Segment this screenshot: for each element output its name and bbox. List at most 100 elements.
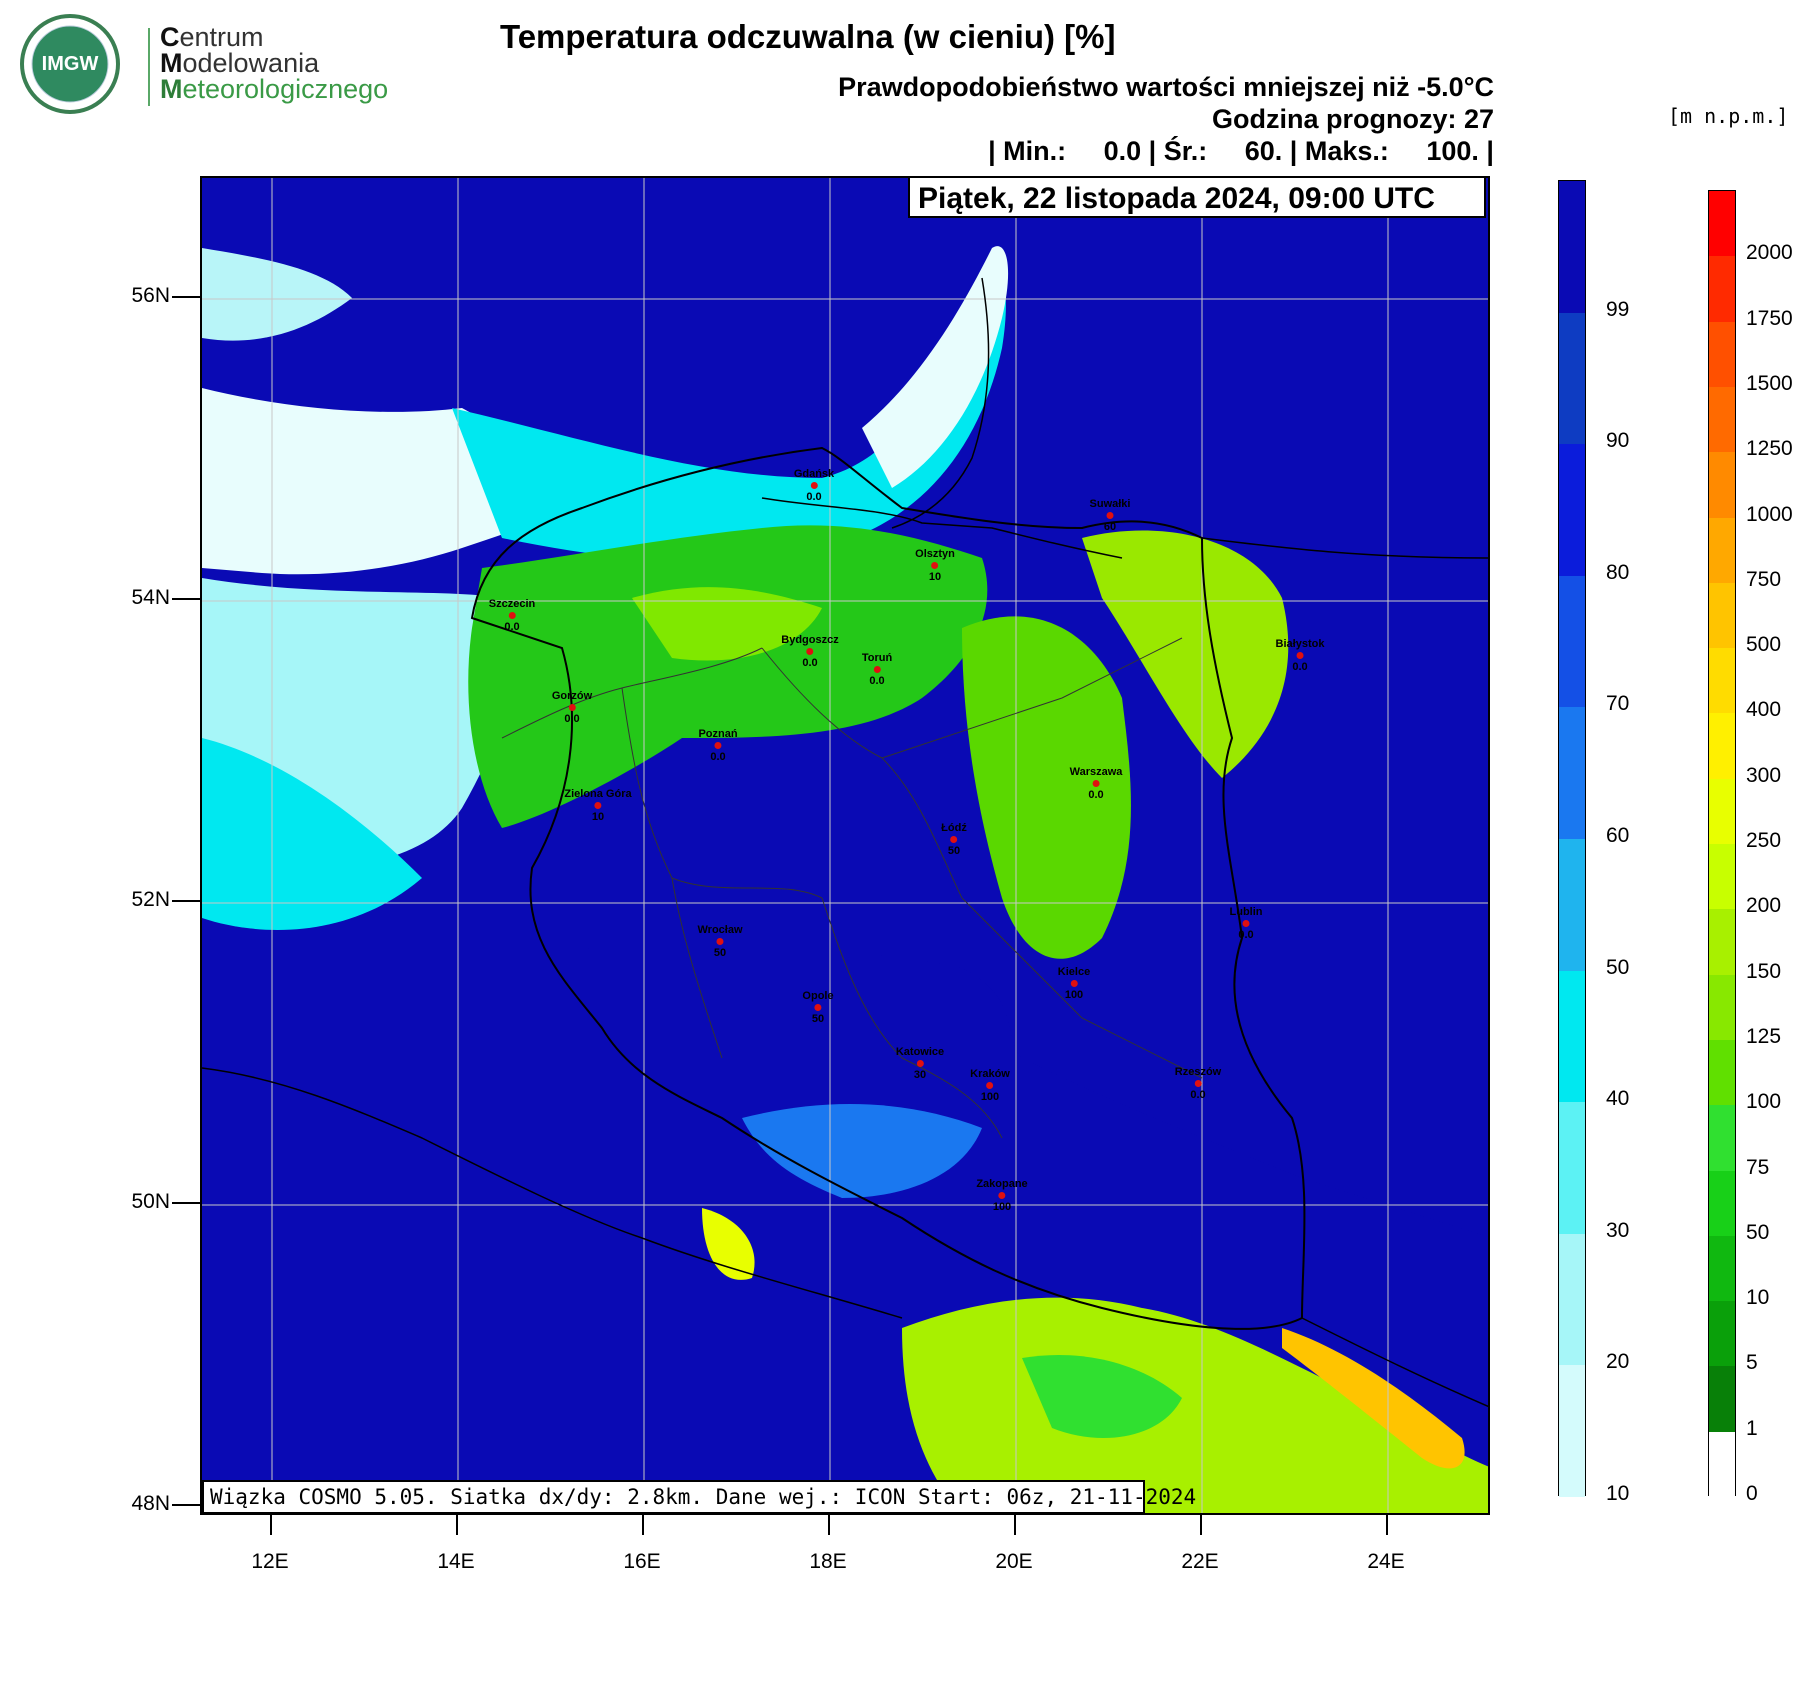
logo-line-3: Meteorologicznego (160, 74, 389, 104)
colorbar-label: 750 (1746, 567, 1782, 591)
blue-patch-central (742, 1104, 982, 1198)
lat-tick (172, 900, 200, 902)
colorbar-label: 20 (1606, 1350, 1630, 1374)
city-olsztyn[interactable]: Olsztyn 10 (915, 548, 955, 583)
lat-label: 54N (131, 586, 170, 609)
colorbar-segment (1709, 321, 1735, 388)
colorbar-label: 10 (1746, 1286, 1770, 1310)
city-zielona-gora[interactable]: Zielona Góra 10 (564, 788, 632, 823)
lon-tick (1200, 1515, 1202, 1535)
badge-text: IMGW (42, 53, 99, 75)
city-marker-icon (998, 1192, 1006, 1199)
colorbar-segment (1559, 839, 1585, 971)
probability-colorbar (1558, 180, 1586, 1498)
city-wroclaw[interactable]: Wrocław 50 (697, 924, 743, 959)
city-bialystok[interactable]: Białystok 0.0 (1275, 638, 1325, 673)
colorbar-segment (1709, 582, 1735, 649)
city-warszawa[interactable]: Warszawa 0.0 (1069, 766, 1123, 801)
czech-border (202, 1067, 903, 1319)
colorbar-segment (1559, 444, 1585, 577)
colorbar-label: 100 (1746, 1090, 1782, 1114)
colorbar-segment (1709, 713, 1735, 780)
lat-tick (172, 1202, 200, 1204)
city-poznan[interactable]: Poznań 0.0 (698, 728, 738, 763)
carpathians-orange (1282, 1328, 1465, 1469)
carpathians-green (1022, 1354, 1182, 1438)
stats-line: | Min.: 0.0 | Śr.: 60. | Maks.: 100. | (988, 136, 1494, 166)
logo-line-1: Centrum (160, 22, 264, 52)
lon-tick (270, 1515, 272, 1535)
colorbar-label: 50 (1606, 955, 1630, 979)
imgw-badge-icon: IMGW (20, 14, 120, 114)
hel-coast (891, 277, 990, 529)
colorbar-label: 1250 (1746, 437, 1793, 461)
city-krakow[interactable]: Kraków 100 (970, 1068, 1010, 1103)
colorbar-label: 10 (1606, 1482, 1630, 1505)
colorbar-label: 200 (1746, 894, 1782, 918)
colorbar-segment (1559, 970, 1585, 1103)
forecast-date: Piątek, 22 listopada 2024, 09:00 UTC (908, 176, 1486, 218)
colorbar-label: 125 (1746, 1024, 1782, 1048)
city-bydgoszcz[interactable]: Bydgoszcz 0.0 (781, 634, 839, 669)
colorbar-segment (1709, 191, 1735, 257)
colorbar-label: 5 (1746, 1351, 1758, 1375)
city-torun[interactable]: Toruń 0.0 (861, 652, 893, 687)
elevation-units: [m n.p.m.] (1668, 104, 1789, 128)
lon-label: 14E (437, 1550, 475, 1573)
pale-zone-north (202, 248, 352, 341)
colorbar-segment (1709, 1366, 1735, 1433)
pale-zone-baltic (202, 388, 642, 575)
colorbar-label: 250 (1746, 829, 1782, 852)
city-marker-icon (1242, 920, 1250, 927)
city-gdansk[interactable]: Gdańsk 0.0 (793, 468, 835, 503)
city-marker-icon (916, 1060, 924, 1067)
city-marker-icon (1296, 652, 1304, 659)
voivodeship-borders (501, 637, 1203, 1139)
colorbar-label: 50 (1746, 1220, 1770, 1244)
lon-tick (1014, 1515, 1016, 1535)
city-kielce[interactable]: Kielce 100 (1057, 966, 1091, 1001)
colorbar-segment (1709, 778, 1735, 845)
city-szczecin[interactable]: Szczecin 0.0 (488, 598, 536, 633)
city-marker-icon (508, 612, 516, 619)
colorbar-label: 1500 (1746, 371, 1793, 395)
lon-tick (828, 1515, 830, 1535)
colorbar-segment (1709, 1105, 1735, 1172)
city-gorzow[interactable]: Gorzów 0.0 (551, 690, 593, 725)
colorbar-segment (1709, 452, 1735, 519)
city-rzeszow[interactable]: Rzeszów 0.0 (1174, 1066, 1222, 1101)
subtitle: Prawdopodobieństwo wartości mniejszej ni… (838, 72, 1494, 102)
colorbar-segment (1559, 1102, 1585, 1235)
lime-northeast (1082, 530, 1289, 778)
city-suwalki[interactable]: Suwałki 60 (1089, 498, 1131, 533)
colorbar-segment (1709, 517, 1735, 584)
lithuania-border (1201, 537, 1488, 559)
colorbar-segment (1709, 1039, 1735, 1106)
map-canvas (202, 178, 1488, 1513)
colorbar-segment (1559, 575, 1585, 708)
city-lublin[interactable]: Lublin 0.0 (1229, 906, 1263, 941)
city-zakopane[interactable]: Zakopane 100 (976, 1178, 1028, 1213)
colorbar-label: 80 (1606, 560, 1630, 584)
green-lowland-west (468, 525, 988, 828)
lon-tick (1386, 1515, 1388, 1535)
city-opole[interactable]: Opole 50 (802, 990, 834, 1025)
colorbar-segment (1709, 386, 1735, 453)
lat-tick (172, 296, 200, 298)
colorbar-label: 1000 (1746, 502, 1793, 526)
lon-tick (642, 1515, 644, 1535)
probability-map[interactable]: Gdańsk 0.0 Suwałki 60 Olsztyn 10 Szczecin 0.… (200, 176, 1490, 1515)
lon-label: 22E (1181, 1550, 1219, 1573)
lon-label: 12E (251, 1550, 289, 1573)
lon-label: 18E (809, 1550, 847, 1573)
city-katowice[interactable]: Katowice 30 (895, 1046, 945, 1081)
colorbar-label: 30 (1606, 1218, 1630, 1242)
lat-label: 52N (131, 888, 170, 911)
city-marker-icon (986, 1082, 994, 1089)
lon-label: 20E (995, 1550, 1033, 1573)
colorbar-segment (1709, 1431, 1735, 1498)
cyan-west (202, 738, 422, 930)
colorbar-segment (1709, 256, 1735, 323)
city-lodz[interactable]: Łódź 50 (941, 822, 967, 857)
colorbar-label: 2000 (1746, 241, 1793, 265)
